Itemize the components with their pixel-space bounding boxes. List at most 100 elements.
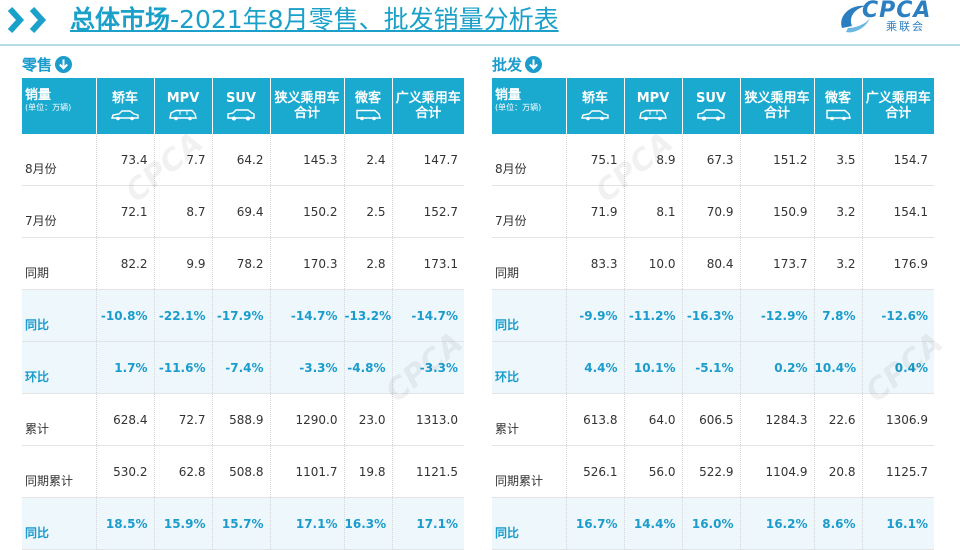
table-cell: 72.7	[154, 393, 213, 446]
table-cell: 16.7%	[566, 497, 625, 550]
table-cell: -11.6%	[154, 341, 213, 394]
table-cell: 10.0	[624, 237, 683, 290]
table-cell: 17.1%	[270, 497, 345, 550]
row-label: 累计	[492, 393, 567, 446]
column-label: MPV	[166, 91, 200, 106]
table-cell: -16.3%	[682, 289, 741, 342]
minivan-icon	[815, 109, 862, 121]
table-cell: 1104.9	[740, 445, 815, 498]
table-cell: 16.2%	[740, 497, 815, 550]
corner-header: 销量 (单位：万辆)	[22, 78, 97, 134]
logo-swirl-icon	[841, 5, 870, 33]
table-cell: 75.1	[566, 134, 625, 186]
wholesale-body: 8月份 75.1 8.9 67.3 151.2 3.5 154.7 7月份 71.9 8.1 70.…	[492, 134, 934, 550]
table-cell: -5.1%	[682, 341, 741, 394]
table-cell: 56.0	[624, 445, 683, 498]
table-row: 同比 18.5% 15.9% 15.7% 17.1% 16.3% 17.1%	[22, 497, 464, 550]
column-label: 轿车	[111, 91, 138, 106]
logo-text: CPCA	[862, 0, 932, 23]
column-header: 狭义乘用车合计	[740, 78, 815, 134]
table-cell: 173.1	[392, 237, 464, 290]
table-cell: -7.4%	[212, 341, 271, 394]
table-cell: 1101.7	[270, 445, 345, 498]
table-cell: 152.7	[392, 185, 464, 238]
table-cell: 64.0	[624, 393, 683, 446]
column-label: SUV	[226, 91, 256, 106]
retail-header-row: 销量 (单位：万辆) 轿车 MPV SUV 狭义乘用车合计 微客 广义乘用车合计	[22, 78, 464, 134]
row-label: 同期	[22, 237, 97, 290]
column-header: MPV	[154, 78, 213, 134]
column-label: 微客	[824, 91, 851, 106]
table-row: 同期 83.3 10.0 80.4 173.7 3.2 176.9	[492, 237, 934, 290]
column-header: SUV	[682, 78, 741, 134]
wholesale-table: 销量 (单位：万辆) 轿车 MPV SUV 狭义乘用车合计 微客 广义乘用车合计 8月份 75.…	[492, 78, 934, 550]
column-label: 广义乘用车合计	[395, 91, 461, 121]
table-cell: 22.6	[814, 393, 863, 446]
mpv-icon	[155, 109, 212, 121]
table-cell: -13.2%	[344, 289, 393, 342]
table-cell: 170.3	[270, 237, 345, 290]
table-cell: 16.3%	[344, 497, 393, 550]
table-cell: -12.9%	[740, 289, 815, 342]
table-cell: 522.9	[682, 445, 741, 498]
arrow-down-circle-icon	[55, 56, 73, 73]
table-row: 环比 4.4% 10.1% -5.1% 0.2% 10.4% 0.4%	[492, 341, 934, 394]
corner-label: 销量	[495, 88, 522, 103]
row-label: 7月份	[492, 185, 567, 238]
table-cell: 1284.3	[740, 393, 815, 446]
table-cell: 173.7	[740, 237, 815, 290]
row-label: 7月份	[22, 185, 97, 238]
corner-header: 销量 (单位：万辆)	[492, 78, 567, 134]
table-cell: 8.9	[624, 134, 683, 186]
sedan-icon	[97, 109, 154, 121]
row-label: 同比	[492, 289, 567, 342]
table-cell: 0.2%	[740, 341, 815, 394]
table-cell: -14.7%	[270, 289, 345, 342]
table-cell: 20.8	[814, 445, 863, 498]
table-row: 同比 -10.8% -22.1% -17.9% -14.7% -13.2% -14.7%	[22, 289, 464, 342]
table-cell: 62.8	[154, 445, 213, 498]
corner-label: 销量	[25, 88, 52, 103]
table-cell: 1306.9	[862, 393, 934, 446]
table-cell: 8.7	[154, 185, 213, 238]
column-header: 广义乘用车合计	[392, 78, 464, 134]
table-cell: 82.2	[96, 237, 155, 290]
row-label: 同期	[492, 237, 567, 290]
row-label: 累计	[22, 393, 97, 446]
column-header: 微客	[344, 78, 393, 134]
column-label: MPV	[636, 91, 670, 106]
table-cell: 64.2	[212, 134, 271, 186]
column-header: 狭义乘用车合计	[270, 78, 345, 134]
table-cell: 9.9	[154, 237, 213, 290]
table-cell: 71.9	[566, 185, 625, 238]
table-cell: 147.7	[392, 134, 464, 186]
mpv-icon	[625, 109, 682, 121]
row-label: 8月份	[492, 134, 567, 186]
column-label: 微客	[354, 91, 381, 106]
page-title-main: 总体市场	[70, 5, 171, 34]
column-header: SUV	[212, 78, 271, 134]
column-header: 轿车	[96, 78, 155, 134]
cpca-logo: CPCA 乘联会	[836, 0, 946, 36]
column-header: MPV	[624, 78, 683, 134]
table-cell: 2.8	[344, 237, 393, 290]
table-cell: -10.8%	[96, 289, 155, 342]
table-cell: -4.8%	[344, 341, 393, 394]
suv-icon	[683, 109, 740, 121]
table-row: 累计 613.8 64.0 606.5 1284.3 22.6 1306.9	[492, 393, 934, 446]
table-cell: 154.1	[862, 185, 934, 238]
table-cell: 150.9	[740, 185, 815, 238]
table-cell: 72.1	[96, 185, 155, 238]
row-label: 同期累计	[492, 445, 567, 498]
table-cell: 150.2	[270, 185, 345, 238]
table-cell: 1313.0	[392, 393, 464, 446]
column-header: 轿车	[566, 78, 625, 134]
row-label: 同比	[22, 289, 97, 342]
column-label: 狭义乘用车合计	[744, 91, 810, 121]
page-title: 总体市场-2021年8月零售、批发销量分析表	[70, 2, 559, 38]
table-cell: -3.3%	[270, 341, 345, 394]
table-cell: 10.4%	[814, 341, 863, 394]
page-title-sub: -2021年8月零售、批发销量分析表	[170, 5, 559, 34]
table-cell: 526.1	[566, 445, 625, 498]
table-cell: 16.1%	[862, 497, 934, 550]
